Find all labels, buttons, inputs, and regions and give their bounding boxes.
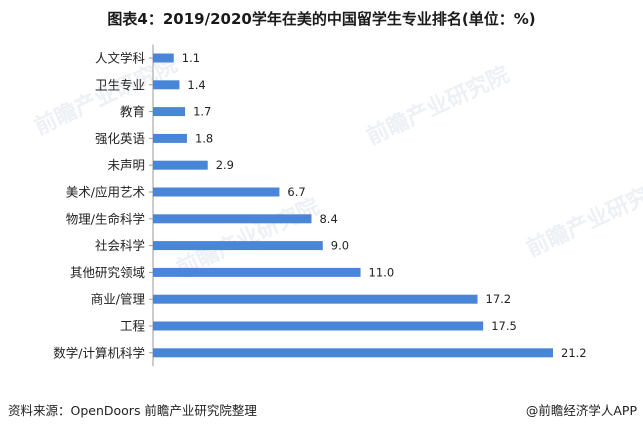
bar xyxy=(153,267,361,277)
axis-layer xyxy=(149,44,154,367)
value-label: 21.2 xyxy=(561,346,587,360)
value-label: 1.7 xyxy=(193,105,211,119)
bar xyxy=(153,294,478,304)
source-note: 资料来源：OpenDoors 前瞻产业研究院整理 xyxy=(8,403,257,418)
bar xyxy=(153,80,180,90)
category-label: 未声明 xyxy=(107,158,145,173)
value-label: 6.7 xyxy=(287,185,305,199)
value-label: 17.2 xyxy=(486,292,512,306)
brand-label: @前瞻经济学人APP xyxy=(525,403,637,418)
value-label: 1.1 xyxy=(182,51,200,65)
bars-layer: 人文学科 1.1 卫生专业 1.4 教育 1.7 强化英语 1.8 未声明 2.9 美术/应用艺术 6… xyxy=(53,51,586,361)
bar xyxy=(153,107,186,117)
bar xyxy=(153,133,187,143)
category-label: 工程 xyxy=(120,319,146,334)
category-label: 物理/生命科学 xyxy=(66,211,145,226)
category-label: 其他研究领域 xyxy=(70,265,145,280)
category-label: 卫生专业 xyxy=(95,77,145,92)
value-label: 11.0 xyxy=(369,265,395,279)
value-label: 8.4 xyxy=(319,212,337,226)
bar xyxy=(153,53,174,63)
bar xyxy=(153,348,553,358)
value-label: 1.8 xyxy=(195,131,213,145)
value-label: 17.5 xyxy=(491,319,517,333)
category-label: 商业/管理 xyxy=(91,292,146,307)
bar xyxy=(153,187,280,197)
category-label: 人文学科 xyxy=(95,51,146,66)
bar xyxy=(153,321,484,331)
bar xyxy=(153,160,208,170)
category-label: 美术/应用艺术 xyxy=(66,185,146,200)
category-label: 教育 xyxy=(120,104,145,119)
bar-chart: 人文学科 1.1 卫生专业 1.4 教育 1.7 强化英语 1.8 未声明 2.9 美术/应用艺术 6… xyxy=(53,44,587,367)
value-label: 2.9 xyxy=(216,158,234,172)
category-label: 社会科学 xyxy=(95,238,145,253)
bar xyxy=(153,214,312,224)
category-label: 强化英语 xyxy=(95,131,145,146)
value-label: 9.0 xyxy=(331,239,349,253)
chart-title: 图表4：2019/2020学年在美的中国留学生专业排名(单位：%) xyxy=(107,10,536,28)
category-label: 数学/计算机科学 xyxy=(53,345,145,360)
value-label: 1.4 xyxy=(187,78,205,92)
bar xyxy=(153,241,323,251)
